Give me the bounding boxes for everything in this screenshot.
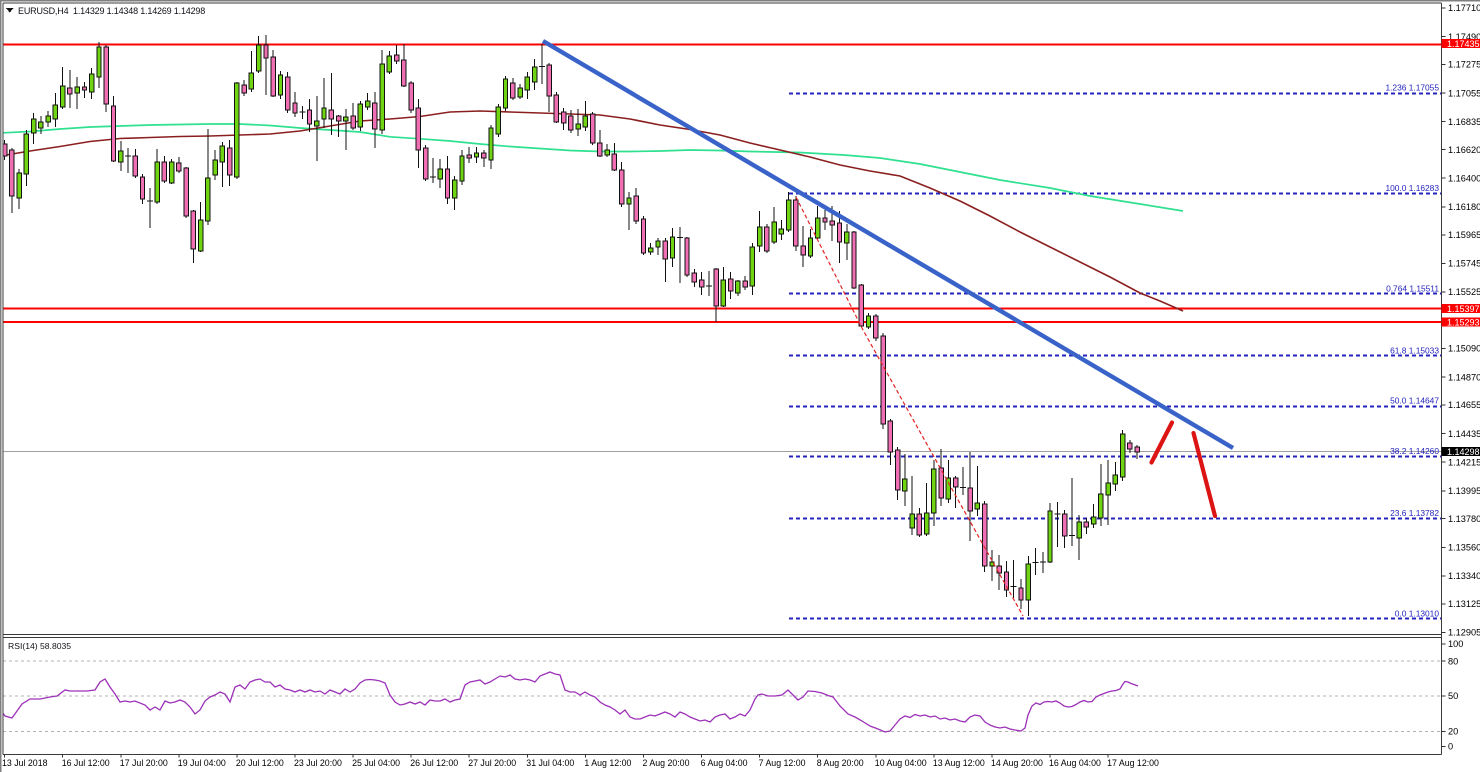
- svg-text:13 Jul 2018: 13 Jul 2018: [2, 758, 48, 768]
- svg-text:16 Aug 04:00: 16 Aug 04:00: [1049, 758, 1101, 768]
- svg-text:17 Aug 12:00: 17 Aug 12:00: [1107, 758, 1159, 768]
- svg-text:80: 80: [1448, 656, 1458, 666]
- svg-text:1.236 1.17055: 1.236 1.17055: [1385, 83, 1439, 93]
- svg-text:23 Jul 20:00: 23 Jul 20:00: [294, 758, 342, 768]
- svg-text:10 Aug 04:00: 10 Aug 04:00: [875, 758, 927, 768]
- svg-text:26 Jul 12:00: 26 Jul 12:00: [410, 758, 458, 768]
- svg-text:1.15293: 1.15293: [1447, 318, 1480, 328]
- svg-text:1.15090: 1.15090: [1448, 344, 1480, 354]
- svg-text:8 Aug 20:00: 8 Aug 20:00: [817, 758, 864, 768]
- svg-text:61.8 1.15033: 61.8 1.15033: [1390, 345, 1439, 355]
- svg-text:1.13780: 1.13780: [1448, 514, 1480, 524]
- svg-text:1.17490: 1.17490: [1448, 32, 1480, 42]
- svg-text:0.764 1.15511: 0.764 1.15511: [1386, 283, 1439, 293]
- svg-text:13 Aug 12:00: 13 Aug 12:00: [933, 758, 985, 768]
- svg-text:1.15965: 1.15965: [1448, 230, 1480, 240]
- svg-text:100.0 1.16283: 100.0 1.16283: [1385, 183, 1439, 193]
- svg-text:1.16400: 1.16400: [1448, 173, 1480, 183]
- svg-text:1.17275: 1.17275: [1448, 60, 1480, 70]
- svg-text:23.6 1.13782: 23.6 1.13782: [1390, 508, 1439, 518]
- svg-text:RSI(14) 58.8035: RSI(14) 58.8035: [8, 641, 71, 651]
- svg-text:38.2 1.14260: 38.2 1.14260: [1390, 446, 1439, 456]
- svg-text:0: 0: [1448, 742, 1453, 752]
- svg-text:1.12905: 1.12905: [1448, 628, 1480, 638]
- svg-text:0.0 1.13010: 0.0 1.13010: [1395, 608, 1440, 618]
- svg-text:7 Aug 12:00: 7 Aug 12:00: [759, 758, 806, 768]
- svg-text:1.13995: 1.13995: [1448, 486, 1480, 496]
- svg-text:1.15525: 1.15525: [1448, 287, 1480, 297]
- svg-text:1.15397: 1.15397: [1447, 304, 1480, 314]
- svg-text:100: 100: [1448, 639, 1463, 649]
- svg-text:20 Jul 12:00: 20 Jul 12:00: [236, 758, 284, 768]
- svg-text:50: 50: [1448, 691, 1458, 701]
- svg-text:27 Jul 20:00: 27 Jul 20:00: [468, 758, 516, 768]
- svg-text:1.17055: 1.17055: [1448, 88, 1480, 98]
- svg-text:1.16180: 1.16180: [1448, 202, 1480, 212]
- svg-text:EURUSD,H4 1.14329 1.14348 1.1: EURUSD,H4 1.14329 1.14348 1.14269 1.1429…: [18, 6, 205, 16]
- svg-text:14 Aug 20:00: 14 Aug 20:00: [991, 758, 1043, 768]
- svg-text:19 Jul 04:00: 19 Jul 04:00: [178, 758, 226, 768]
- svg-text:1.17435: 1.17435: [1447, 39, 1480, 49]
- svg-text:25 Jul 04:00: 25 Jul 04:00: [352, 758, 400, 768]
- svg-text:1 Aug 12:00: 1 Aug 12:00: [584, 758, 631, 768]
- svg-text:16 Jul 12:00: 16 Jul 12:00: [62, 758, 110, 768]
- svg-text:1.13340: 1.13340: [1448, 571, 1480, 581]
- svg-text:2 Aug 20:00: 2 Aug 20:00: [643, 758, 690, 768]
- svg-text:1.14215: 1.14215: [1448, 457, 1480, 467]
- svg-text:20: 20: [1448, 727, 1458, 737]
- svg-text:1.13560: 1.13560: [1448, 543, 1480, 553]
- svg-text:1.15745: 1.15745: [1448, 259, 1480, 269]
- svg-text:50.0 1.14647: 50.0 1.14647: [1390, 396, 1439, 406]
- svg-text:1.14870: 1.14870: [1448, 372, 1480, 382]
- svg-text:1.14435: 1.14435: [1448, 429, 1480, 439]
- svg-text:1.14298: 1.14298: [1447, 447, 1480, 457]
- svg-text:1.17710: 1.17710: [1448, 3, 1480, 13]
- svg-text:17 Jul 20:00: 17 Jul 20:00: [120, 758, 168, 768]
- svg-text:1.16620: 1.16620: [1448, 145, 1480, 155]
- svg-text:6 Aug 04:00: 6 Aug 04:00: [701, 758, 748, 768]
- svg-text:1.14655: 1.14655: [1448, 400, 1480, 410]
- svg-text:31 Jul 04:00: 31 Jul 04:00: [526, 758, 574, 768]
- svg-text:1.13125: 1.13125: [1448, 599, 1480, 609]
- svg-text:1.16835: 1.16835: [1448, 117, 1480, 127]
